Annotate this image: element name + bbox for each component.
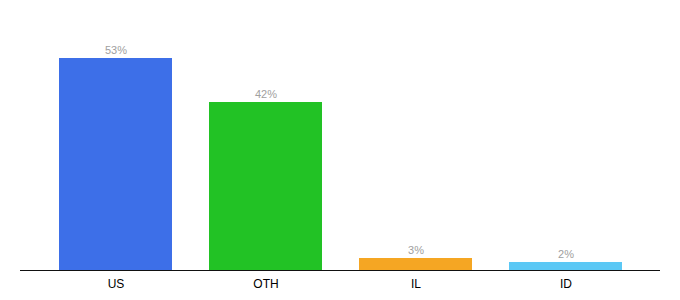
svg-text:53%: 53%: [105, 44, 127, 56]
svg-text:ID: ID: [560, 277, 572, 291]
svg-text:3%: 3%: [408, 244, 424, 256]
svg-text:OTH: OTH: [253, 277, 278, 291]
svg-text:US: US: [108, 277, 125, 291]
svg-text:42%: 42%: [255, 88, 277, 100]
svg-text:2%: 2%: [558, 248, 574, 260]
svg-text:IL: IL: [411, 277, 421, 291]
